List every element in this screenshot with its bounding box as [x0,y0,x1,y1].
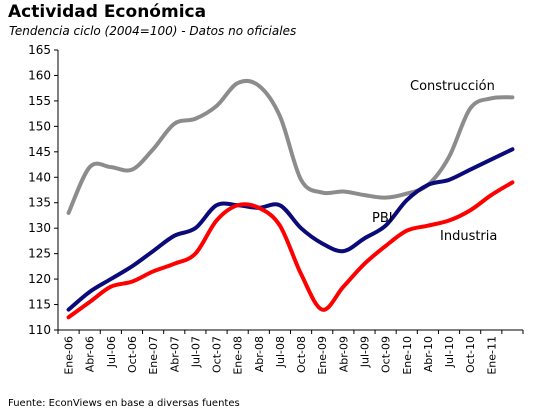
x-tick-label: Abr-07 [168,336,181,372]
y-tick-label: 140 [28,170,51,184]
source-note: Fuente: EconViews en base a diversas fue… [8,398,240,409]
x-tick-label: Oct-08 [295,336,308,373]
series-label-pbi: PBI [372,211,393,226]
x-tick-label: Jul-07 [189,336,202,368]
x-tick-label: Abr-06 [84,336,97,372]
x-tick-label: Ene-06 [63,336,76,375]
x-tick-label: Ene-11 [485,336,498,375]
x-tick-label: Ene-07 [147,336,160,375]
series-lines [66,78,515,320]
y-tick-label: 115 [28,298,51,312]
x-axis-ticks: Ene-06 Abr-06 Jul-06 Oct-06 Ene-07 Abr-07 Jul-… [57,330,524,375]
chart-title: Actividad Económica [8,2,207,22]
x-tick-label: Jul-08 [274,336,287,368]
x-tick-label: Ene-08 [232,336,245,375]
x-tick-label: Jul-09 [358,336,371,368]
y-tick-label: 120 [28,272,51,286]
series-line-construccion [66,78,515,215]
x-tick-label: Oct-10 [464,336,477,373]
x-tick-label: Abr-08 [253,336,266,372]
x-tick-label: Ene-09 [316,336,329,375]
y-tick-label: 165 [28,43,51,57]
y-tick-label: 145 [28,145,51,159]
x-tick-label: Ene-10 [401,336,414,375]
y-tick-label: 135 [28,196,51,210]
x-tick-label: Jul-10 [443,336,456,368]
series-line-industria [66,180,515,320]
series-label-construccion: Construcción [410,79,495,94]
y-axis-ticks: 110 115 120 125 130 135 140 145 150 155 160 165 [28,43,58,337]
series-label-industria: Industria [440,229,497,244]
x-tick-label: Oct-09 [380,336,393,373]
y-tick-label: 150 [28,119,51,133]
y-tick-label: 130 [28,221,51,235]
y-tick-label: 160 [28,68,51,82]
y-tick-label: 110 [28,323,51,337]
x-tick-label: Oct-06 [126,336,139,373]
x-tick-label: Abr-10 [422,336,435,372]
series-labels: Construcción PBI Industria [372,79,497,244]
y-tick-label: 125 [28,247,51,261]
series-line-pbi [66,147,515,312]
x-tick-label: Abr-09 [337,336,350,372]
y-tick-label: 155 [28,94,51,108]
x-tick-label: Jul-06 [105,336,118,368]
x-tick-label: Oct-07 [211,336,224,373]
chart-subtitle: Tendencia ciclo (2004=100) - Datos no of… [9,24,297,38]
